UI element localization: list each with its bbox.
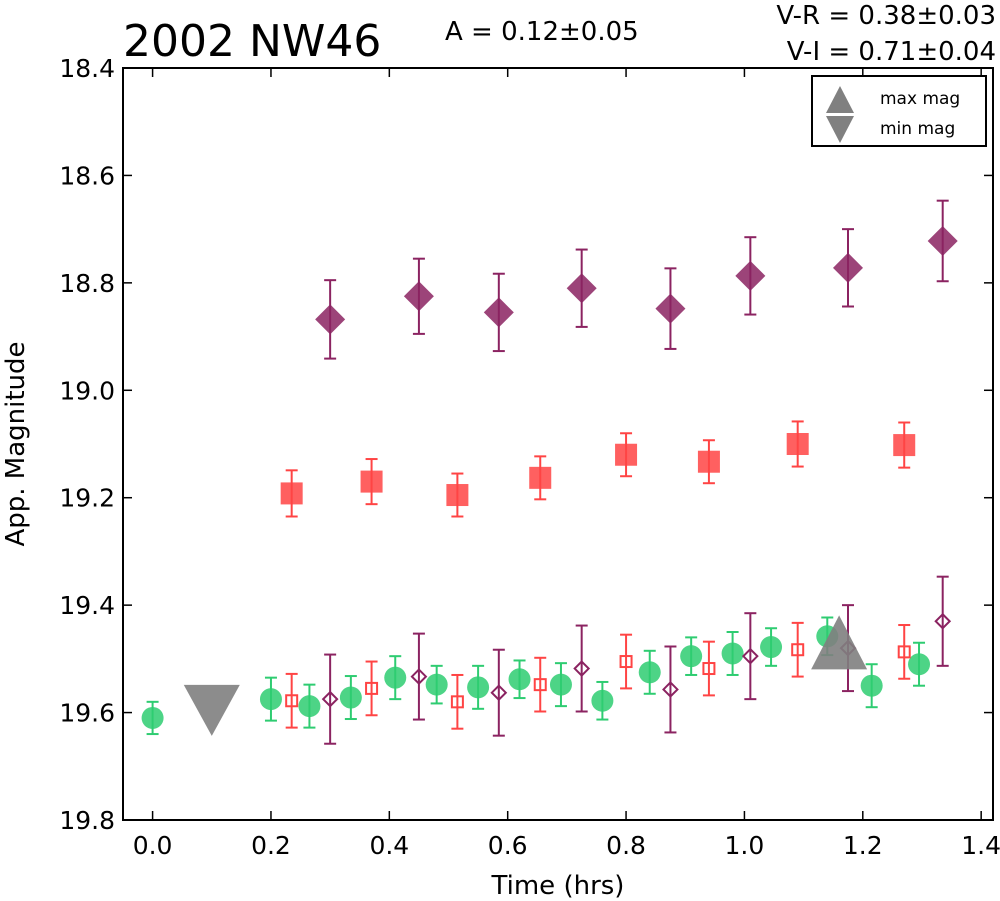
y-tick-label: 18.6 (59, 161, 115, 190)
data-point-diamond (403, 281, 434, 312)
data-point-diamond (833, 252, 863, 283)
v-i-annotation: V-I = 0.71±0.04 (787, 37, 996, 67)
data-point-circle (549, 673, 572, 696)
data-point-square (280, 482, 303, 505)
data-point-diamond (315, 304, 346, 335)
data-point-diamond (735, 260, 766, 291)
data-point-square (450, 695, 464, 709)
y-tick-label: 19.0 (59, 376, 115, 405)
data-point-square (365, 681, 379, 695)
x-tick-label: 0.6 (488, 831, 528, 860)
triangle-up-icon (826, 86, 854, 113)
data-point-circle (298, 695, 321, 718)
data-point-square (697, 450, 720, 473)
x-tick-label: 0.0 (133, 831, 173, 860)
data-point-square (285, 694, 299, 708)
y-tick-label: 18.8 (59, 269, 115, 298)
x-tick-label: 1.2 (843, 831, 883, 860)
legend: max mag min mag (811, 75, 987, 147)
data-point-square (897, 645, 911, 659)
data-point-diamond (741, 647, 759, 665)
x-tick-label: 1.4 (961, 831, 1000, 860)
plot-frame (122, 67, 994, 821)
data-point-square (529, 466, 552, 489)
data-point-circle (908, 653, 931, 676)
y-axis-label: App. Magnitude (1, 341, 31, 546)
legend-label-max: max mag (880, 89, 960, 109)
min-mag-marker (183, 684, 240, 736)
data-point-diamond (483, 297, 514, 328)
data-point-square (791, 643, 805, 657)
data-point-diamond (655, 293, 686, 324)
data-point-diamond (573, 660, 591, 677)
v-r-annotation: V-R = 0.38±0.03 (776, 1, 996, 31)
data-point-circle (760, 636, 783, 659)
y-tick-label: 19.2 (59, 484, 115, 513)
data-point-square (786, 433, 809, 455)
data-point-circle (467, 676, 490, 699)
series-4 (321, 575, 952, 745)
x-tick-label: 0.2 (251, 831, 291, 860)
data-point-diamond (934, 612, 952, 630)
series-2 (315, 199, 958, 360)
data-point-circle (384, 666, 407, 689)
data-point-diamond (410, 668, 428, 685)
x-tick-label: 0.8 (606, 831, 646, 860)
data-point-circle (259, 688, 282, 711)
data-point-diamond (927, 225, 958, 256)
data-point-diamond (490, 684, 508, 702)
data-point-square (360, 470, 383, 493)
data-point-square (893, 434, 916, 457)
data-point-circle (508, 668, 531, 691)
data-point-circle (680, 645, 703, 668)
data-point-circle (339, 686, 362, 709)
amplitude-annotation: A = 0.12±0.05 (445, 17, 639, 47)
series-3 (285, 621, 911, 730)
data-point-square (533, 678, 547, 692)
x-axis-label: Time (hrs) (491, 871, 625, 901)
triangle-down-icon (826, 116, 854, 143)
data-point-square (615, 443, 638, 466)
data-point-circle (860, 674, 883, 697)
data-point-circle (425, 673, 448, 696)
x-tick-label: 1.0 (725, 831, 765, 860)
data-point-circle (638, 661, 661, 684)
max-mag-marker (811, 615, 868, 670)
y-tick-label: 19.6 (59, 699, 115, 728)
data-point-square (702, 662, 716, 676)
data-point-square (446, 484, 469, 507)
data-point-square (619, 655, 633, 669)
data-point-circle (141, 706, 164, 729)
x-tick-label: 0.4 (369, 831, 409, 860)
series-1 (280, 420, 916, 518)
y-tick-label: 19.8 (59, 806, 115, 835)
series-0 (141, 616, 931, 736)
legend-label-min: min mag (880, 119, 955, 139)
data-point-diamond (662, 681, 679, 698)
data-point-circle (721, 642, 744, 665)
y-tick-label: 18.4 (59, 54, 115, 83)
data-point-diamond (321, 690, 339, 708)
y-tick-label: 19.4 (59, 591, 115, 620)
data-point-circle (591, 689, 614, 712)
chart-title: 2002 NW46 (123, 16, 381, 67)
data-point-diamond (566, 273, 597, 304)
